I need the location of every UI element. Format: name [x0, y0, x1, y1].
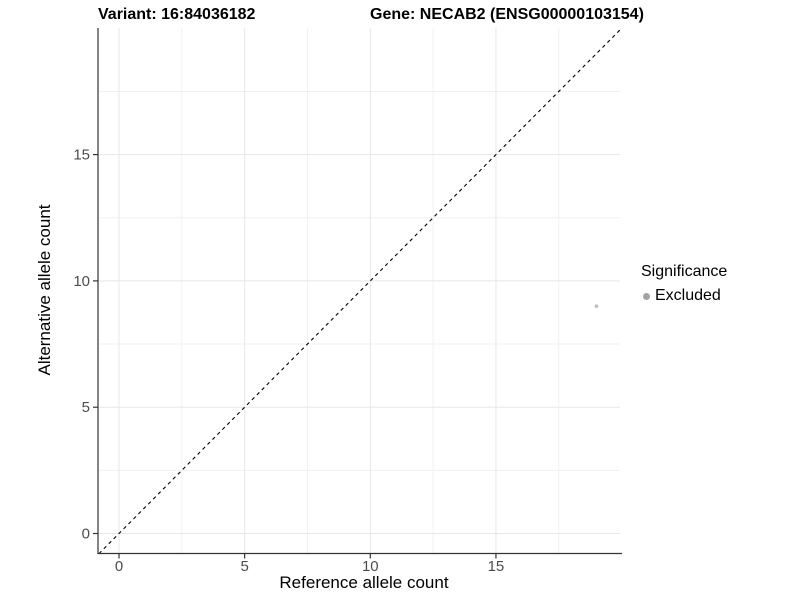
legend-key-dot-icon [643, 292, 650, 300]
y-axis-title: Alternative allele count [35, 204, 54, 376]
data-point [594, 304, 599, 308]
y-axis-tick-label: 15 [73, 147, 90, 164]
y-axis-tick-label: 0 [82, 526, 90, 543]
legend-items: Excluded [641, 287, 727, 305]
legend-title: Significance [641, 263, 728, 280]
legend: Significance Excluded [641, 263, 727, 305]
panel-group [98, 28, 620, 554]
y-axis-tick-label: 10 [73, 273, 90, 290]
legend-item: Excluded [641, 287, 727, 305]
x-axis-tick-label: 5 [240, 558, 248, 575]
y-axis-tick-label: 5 [82, 399, 90, 416]
x-axis-tick-label: 0 [115, 558, 123, 575]
x-axis-title: Reference allele count [279, 573, 449, 592]
identity-dashed-line [98, 29, 620, 554]
gene-title: Gene: NECAB2 (ENSG00000103154) [370, 6, 644, 23]
x-axis-tick-label: 10 [362, 558, 379, 575]
x-axis-tick-label: 15 [488, 558, 505, 575]
variant-title: Variant: 16:84036182 [98, 6, 256, 23]
legend-item-label: Excluded [655, 287, 721, 304]
